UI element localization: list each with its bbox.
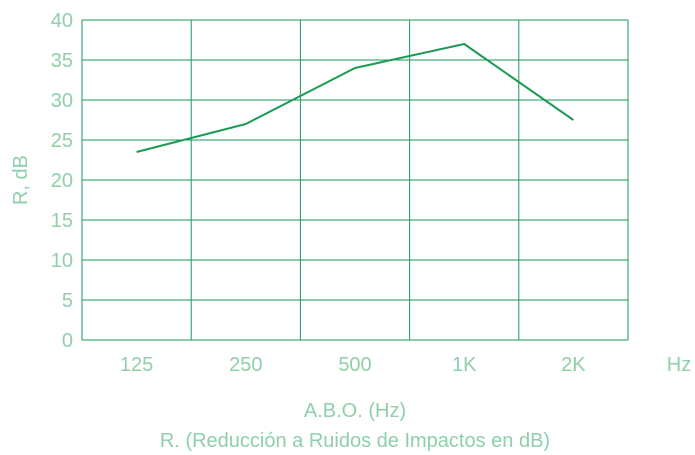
x-tick-label-250: 250: [229, 354, 262, 376]
y-tick-label-5: 5: [62, 290, 73, 312]
chart-grid: [81, 19, 629, 341]
x-axis-unit-label: Hz: [667, 354, 691, 376]
y-tick-label-25: 25: [51, 130, 73, 152]
x-tick-label-125: 125: [120, 354, 153, 376]
y-axis-label: R, dB: [10, 155, 32, 205]
y-tick-label-30: 30: [51, 90, 73, 112]
chart-series: [136, 43, 574, 153]
y-tick-label-35: 35: [51, 50, 73, 72]
y-tick-label-10: 10: [51, 250, 73, 272]
x-tick-label-1K: 1K: [452, 354, 477, 376]
y-tick-label-40: 40: [51, 10, 73, 32]
x-axis-ticks: 125 250 500 1K 2K: [120, 354, 586, 376]
y-tick-label-15: 15: [51, 210, 73, 232]
x-tick-label-500: 500: [338, 354, 371, 376]
y-tick-label-20: 20: [51, 170, 73, 192]
x-axis-label: A.B.O. (Hz): [304, 400, 406, 422]
chart-subtitle: R. (Reducción a Ruidos de Impactos en dB…: [160, 430, 550, 452]
y-axis-ticks: 0 5 10 15 20 25 30 35 40: [51, 10, 73, 352]
y-tick-label-0: 0: [62, 330, 73, 352]
x-tick-label-2K: 2K: [561, 354, 586, 376]
